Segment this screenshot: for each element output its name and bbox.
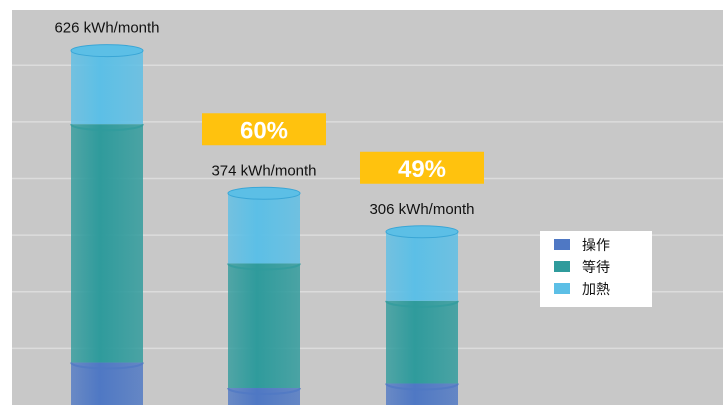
bar-segment-2-col-2	[228, 263, 300, 389]
bar-segment-2-col-3	[386, 300, 458, 384]
total-label-3: 306 kWh/month	[369, 201, 474, 218]
segment-boundary	[385, 383, 459, 391]
bar-top-cap-2	[227, 186, 301, 200]
bar-segment-3-col-1	[71, 50, 143, 125]
segment-boundary	[227, 387, 301, 396]
bar-segment-1-col-2	[228, 388, 300, 405]
legend-label-1: 操作	[582, 237, 610, 253]
total-label-2: 374 kWh/month	[211, 162, 316, 179]
bar-segment-1-col-3	[386, 383, 458, 405]
bar-top-cap-1	[70, 44, 144, 58]
bar-segment-2-col-1	[71, 124, 143, 363]
legend-label-3: 加熱	[582, 281, 610, 297]
legend-label-2: 等待	[582, 259, 610, 275]
bar-segment-1-col-1	[71, 362, 143, 405]
total-label-1: 626 kWh/month	[54, 20, 159, 37]
percent-badge-text-3: 49%	[398, 156, 446, 183]
segment-boundary	[227, 263, 301, 271]
segment-boundary	[70, 123, 144, 132]
data-labels: 626 kWh/month 374 kWh/month 60% 306 kWh/mon…	[54, 20, 484, 218]
segment-boundary	[385, 300, 459, 308]
percent-badge-text-2: 60%	[240, 117, 288, 144]
bar-segment-3-col-2	[228, 193, 300, 264]
legend-swatch-2	[554, 261, 570, 272]
segment-boundary	[70, 362, 144, 370]
bar-segment-3-col-3	[386, 231, 458, 301]
legend-swatch-1	[554, 239, 570, 250]
bar-top-cap-3	[385, 225, 459, 239]
percent-badge-2	[202, 113, 326, 146]
legend-swatch-3	[554, 283, 570, 294]
percent-badge-3	[360, 151, 484, 184]
bars	[70, 44, 459, 405]
